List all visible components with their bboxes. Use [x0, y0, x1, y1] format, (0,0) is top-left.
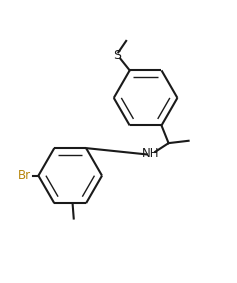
- Text: S: S: [113, 49, 121, 61]
- Text: NH: NH: [142, 147, 160, 160]
- Text: Br: Br: [18, 169, 31, 182]
